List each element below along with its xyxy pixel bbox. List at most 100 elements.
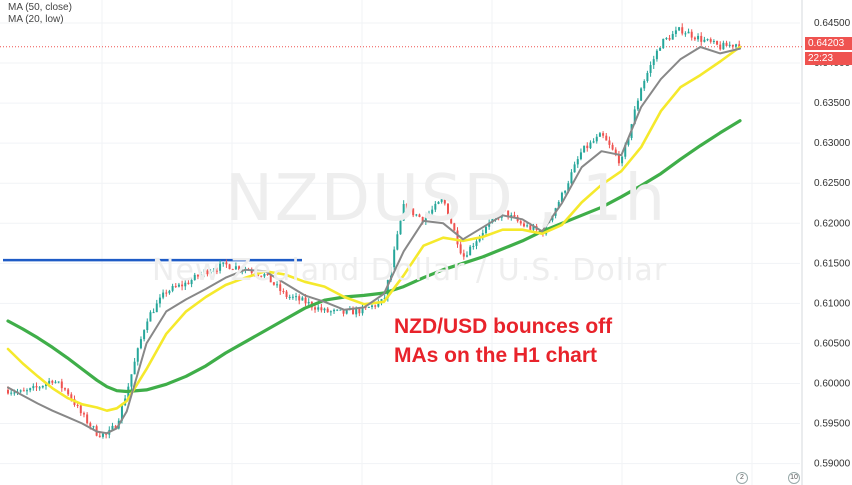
candle-body [652, 59, 655, 66]
candle-body [70, 394, 73, 400]
candle-body [646, 72, 649, 81]
candle-body [139, 339, 142, 349]
annotation-line-2: MAs on the H1 chart [394, 344, 598, 367]
candle-body [567, 183, 570, 191]
candle-body [276, 284, 279, 286]
candle-body [19, 390, 22, 392]
legend-ma50[interactable]: MA (50, close) [8, 2, 72, 13]
candle-body [187, 282, 190, 285]
candle-body [703, 39, 706, 42]
candle-body [602, 133, 605, 136]
candle-body [583, 145, 586, 153]
candle-body [697, 35, 700, 40]
candle-body [465, 255, 468, 257]
candle-body [484, 226, 487, 234]
y-tick-label: 0.61000 [814, 298, 851, 309]
candle-body [573, 164, 576, 173]
candle-body [386, 280, 389, 298]
candle-body [418, 214, 421, 218]
candle-body [678, 27, 681, 31]
candle-body [674, 30, 677, 34]
candle-body [478, 236, 481, 242]
candle-body [51, 380, 54, 383]
settings-icon[interactable]: 10 [788, 472, 800, 484]
candle-body [282, 291, 285, 293]
candle-body [589, 142, 592, 149]
candle-body [738, 44, 741, 47]
candle-body [472, 245, 475, 247]
candle-body [355, 308, 358, 315]
candle-body [557, 201, 560, 209]
candle-body [212, 270, 215, 272]
candle-body [13, 392, 16, 394]
candle-body [513, 215, 516, 217]
candle-body [105, 433, 108, 435]
candle-body [317, 307, 320, 310]
candle-body [712, 40, 715, 42]
candle-body [608, 140, 611, 145]
candle-body [225, 262, 228, 265]
candle-body [421, 217, 424, 223]
candle-body [231, 269, 234, 271]
candle-body [295, 296, 298, 298]
candle-body [29, 388, 32, 391]
candle-body [377, 302, 380, 307]
candle-body [374, 305, 377, 307]
candle-body [158, 297, 161, 304]
candle-body [459, 244, 462, 254]
candle-body [434, 203, 437, 210]
candle-body [519, 221, 522, 224]
candle-body [111, 425, 114, 430]
y-tick-label: 0.61500 [814, 258, 851, 269]
y-tick-label: 0.62000 [814, 218, 851, 229]
candle-body [576, 159, 579, 165]
candle-body [7, 389, 9, 394]
candle-body [298, 296, 301, 301]
y-tick-label: 0.60000 [814, 378, 851, 389]
candle-body [529, 225, 532, 230]
candle-body [526, 225, 529, 227]
candle-body [659, 48, 662, 51]
candle-body [643, 80, 646, 89]
alert-icon[interactable]: 2 [736, 472, 748, 484]
candle-body [291, 296, 294, 298]
candle-body [54, 381, 57, 383]
candle-body [456, 230, 459, 245]
candle-body [453, 223, 456, 231]
candle-body [181, 284, 184, 287]
candle-body [320, 307, 323, 311]
annotation: NZD/USD bounces off MAs on the H1 chart [394, 312, 612, 370]
candle-body [98, 435, 101, 437]
candle-body [662, 38, 665, 49]
candle-body [633, 109, 636, 125]
candle-body [162, 292, 165, 298]
candle-body [190, 280, 193, 285]
candle-body [437, 201, 440, 204]
candle-body [431, 209, 434, 214]
candle-body [627, 137, 630, 145]
candle-body [342, 309, 345, 314]
candle-body [63, 388, 66, 390]
candle-body [371, 305, 374, 307]
candle-body [285, 291, 288, 297]
candle-body [614, 149, 617, 155]
candle-body [367, 306, 370, 308]
candle-body [314, 307, 317, 310]
candle-body [336, 309, 339, 311]
legend-ma20[interactable]: MA (20, low) [8, 14, 64, 25]
candle-body [133, 361, 136, 375]
countdown-tag: 22:23 [805, 52, 852, 65]
current-price-tag: 0.64203 [805, 37, 852, 50]
candle-body [48, 380, 51, 384]
candle-body [640, 88, 643, 101]
candle-body [301, 297, 304, 301]
candle-body [446, 203, 449, 216]
candle-body [260, 275, 263, 277]
candle-body [475, 241, 478, 246]
candle-body [424, 217, 427, 223]
ma-short-line [7, 46, 741, 435]
candle-body [120, 405, 123, 421]
candle-body [279, 284, 282, 292]
candle-body [579, 152, 582, 160]
